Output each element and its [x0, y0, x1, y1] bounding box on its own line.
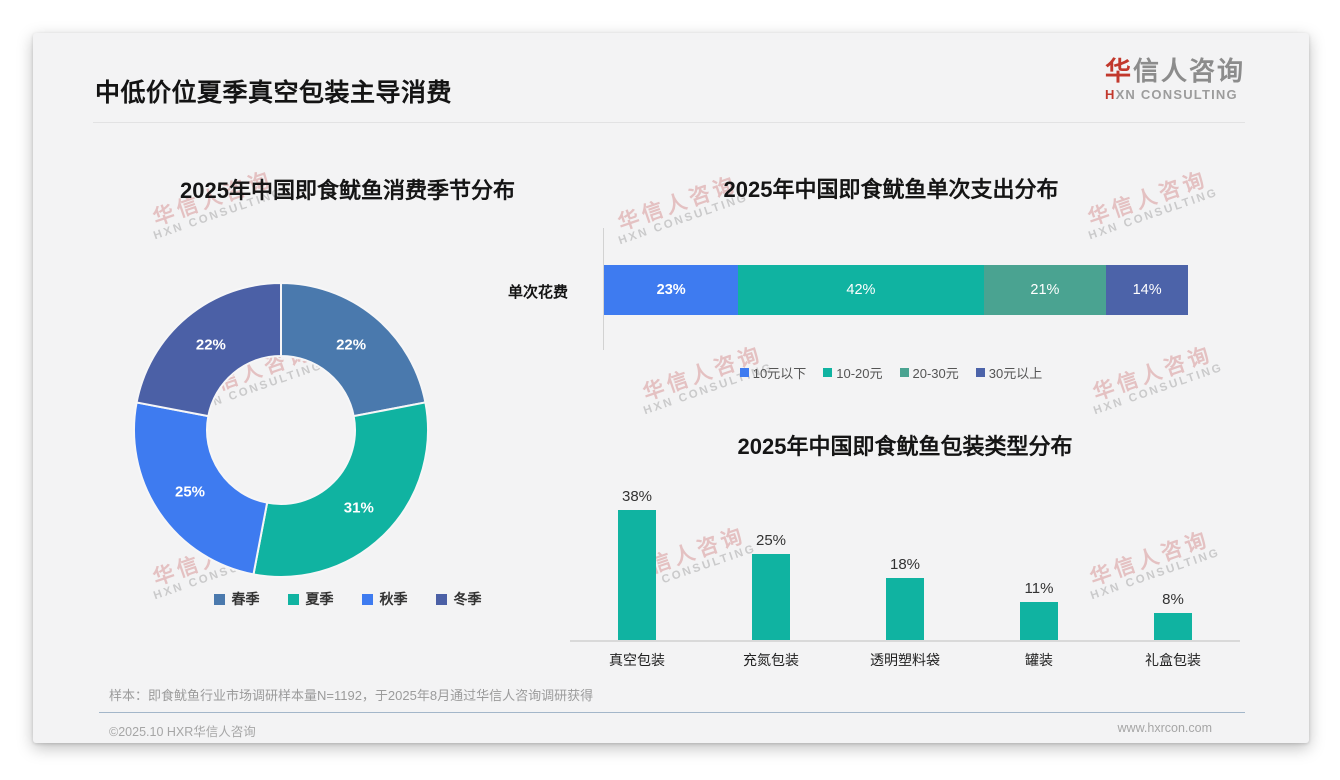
bar-slot-透明塑料袋: 18% [838, 556, 972, 640]
sample-footnote: 样本：即食鱿鱼行业市场调研样本量N=1192，于2025年8月通过华信人咨询调研… [109, 688, 594, 703]
footer-divider [99, 712, 1245, 713]
spend-axis-line [603, 228, 604, 350]
logo-chinese-name: 华信人咨询 [1104, 56, 1245, 87]
stacked-segment-30元以上: 14% [1106, 265, 1188, 315]
report-card: 华信人咨询 HXN CONSULTING 华信人咨询 HXN CONSULTING 华信… [33, 33, 1309, 743]
season-donut-chart: 22% 31% 25% 22% [133, 281, 429, 578]
bar-category-label: 透明塑料袋 [870, 652, 940, 668]
copyright-text: ©2025.10 HXR华信人咨询 [109, 725, 256, 739]
spend-category-label: 单次花费 [507, 284, 568, 301]
bar-rect [752, 554, 790, 640]
legend-item-秋季: 秋季 [361, 589, 408, 609]
legend-label: 夏季 [305, 591, 334, 607]
bar-value-label: 8% [1162, 591, 1184, 608]
donut-segment-value: 25% [175, 483, 205, 500]
spend-chart-title: 2025年中国即食鱿鱼单次支出分布 [723, 177, 1059, 202]
bar-rect [1020, 602, 1058, 640]
legend-label: 冬季 [453, 591, 482, 607]
bar-category-label: 真空包装 [609, 652, 665, 668]
legend-swatch [435, 593, 447, 605]
logo-english-name: HXN CONSULTING [1105, 87, 1245, 102]
bar-value-label: 25% [755, 532, 787, 549]
stacked-segment-value: 42% [846, 282, 876, 298]
legend-item-冬季: 冬季 [435, 589, 482, 609]
bar-slot-充氮包装: 25% [704, 532, 838, 640]
legend-swatch [823, 368, 833, 377]
legend-label: 秋季 [379, 591, 408, 607]
legend-item-春季: 春季 [213, 589, 260, 609]
legend-swatch [899, 368, 909, 377]
bar-value-label: 38% [621, 488, 653, 505]
legend-label: 10-20元 [836, 366, 883, 381]
legend-swatch [739, 368, 749, 377]
stacked-segment-10元以下: 23% [604, 265, 739, 315]
season-chart-title: 2025年中国即食鱿鱼消费季节分布 [180, 178, 515, 203]
bar-category-label: 罐装 [1025, 652, 1053, 668]
stacked-segment-10-20元: 42% [738, 265, 984, 315]
spend-stacked-bar: 23% 42% 21% 14% [604, 265, 1188, 315]
donut-segment-秋季 [133, 401, 269, 576]
bar-slot-罐装: 11% [972, 580, 1106, 640]
donut-segment-冬季 [135, 281, 282, 418]
packaging-chart-title: 2025年中国即食鱿鱼包装类型分布 [737, 434, 1073, 459]
stacked-segment-value: 14% [1132, 282, 1162, 298]
legend-swatch [213, 593, 225, 605]
donut-segment-value: 31% [344, 499, 374, 516]
packaging-bar-chart: 38% 25% 18% 11% 8% [570, 481, 1240, 642]
bar-category-label: 礼盒包装 [1145, 652, 1201, 668]
legend-swatch [975, 368, 985, 377]
legend-item-10元以下: 10元以下 [739, 363, 807, 382]
page-title: 中低价位夏季真空包装主导消费 [95, 79, 453, 107]
legend-label: 30元以上 [988, 366, 1043, 381]
legend-item-20-30元: 20-30元 [899, 363, 959, 382]
legend-swatch [287, 593, 299, 605]
stacked-segment-20-30元: 21% [983, 265, 1107, 315]
bar-value-label: 18% [889, 556, 921, 573]
stacked-segment-value: 23% [656, 282, 686, 298]
legend-label: 10元以下 [752, 366, 807, 381]
donut-segment-value: 22% [196, 337, 226, 354]
bar-rect [886, 578, 924, 640]
legend-label: 20-30元 [912, 366, 959, 381]
spend-legend: 10元以下 10-20元 20-30元 30元以上 [607, 363, 1175, 382]
title-divider [93, 122, 1245, 123]
donut-segment-value: 22% [336, 337, 366, 354]
bar-rect [618, 510, 656, 640]
legend-label: 春季 [231, 591, 260, 607]
bar-value-label: 11% [1024, 580, 1054, 597]
logo-red-char: 华 [1104, 56, 1133, 86]
logo-red-letter: H [1104, 86, 1116, 102]
legend-swatch [361, 593, 373, 605]
packaging-category-labels: 真空包装 充氮包装 透明塑料袋 罐装 礼盒包装 [570, 650, 1240, 670]
legend-item-30元以上: 30元以上 [975, 363, 1043, 382]
logo-gray-chars: 信人咨询 [1132, 56, 1245, 86]
website-url: www.hxrcon.com [1117, 721, 1212, 735]
bar-category-label: 充氮包装 [743, 652, 799, 668]
bar-rect [1154, 613, 1192, 640]
legend-item-10-20元: 10-20元 [823, 363, 883, 382]
donut-segment-夏季 [252, 401, 429, 578]
company-logo: 华信人咨询 HXN CONSULTING [1104, 56, 1245, 102]
legend-item-夏季: 夏季 [287, 589, 334, 609]
stacked-segment-value: 21% [1030, 282, 1060, 298]
bar-slot-礼盒包装: 8% [1106, 591, 1240, 640]
season-legend: 春季 夏季 秋季 冬季 [85, 589, 610, 609]
donut-segment-春季 [280, 281, 427, 418]
bar-slot-真空包装: 38% [570, 488, 704, 640]
logo-gray-letters: XN CONSULTING [1115, 86, 1238, 102]
